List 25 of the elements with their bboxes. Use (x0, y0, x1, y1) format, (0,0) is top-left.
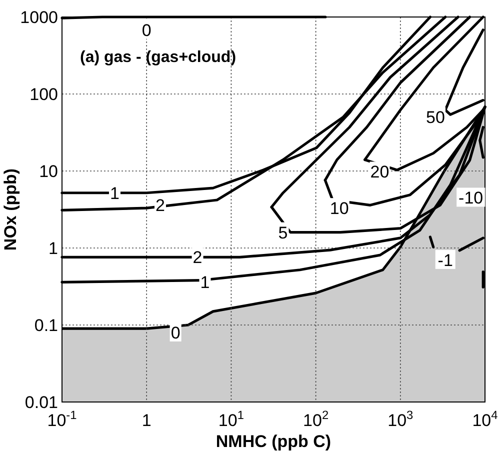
annotation: 10 (330, 199, 349, 218)
y-tick-label: 0.1 (34, 316, 58, 335)
x-tick-label: 10$^{2}$ (303, 408, 329, 430)
annotation: 0 (142, 20, 152, 40)
annotation: 0 (170, 323, 180, 342)
x-tick-label: 10$^{3}$ (388, 408, 414, 430)
y-tick-label: 10 (39, 162, 58, 181)
annotation: 20 (370, 162, 390, 182)
y-tick-label: 1 (48, 239, 58, 258)
annotation: 1 (110, 184, 120, 203)
y-axis-title: NOx (ppb) (1, 168, 20, 251)
annotation: 2 (156, 196, 165, 216)
y-tick-label: 1000 (20, 8, 58, 27)
x-tick-label: 1 (142, 411, 152, 430)
x-tick-label: 10$^{1}$ (218, 408, 244, 430)
text: (a) gas - (gas+cloud) (80, 49, 236, 66)
x-axis-title: NMHC (ppb C) (216, 432, 332, 451)
annotation: 50 (426, 108, 445, 128)
annotation: -10 (458, 188, 484, 208)
annotation: 2 (192, 248, 202, 268)
annotation: 1 (200, 273, 210, 292)
y-tick-label: 100 (30, 85, 58, 104)
annotation: 5 (278, 223, 288, 242)
x-tick-label: 10$^{4}$ (472, 408, 498, 430)
annotation: -1 (438, 250, 453, 270)
